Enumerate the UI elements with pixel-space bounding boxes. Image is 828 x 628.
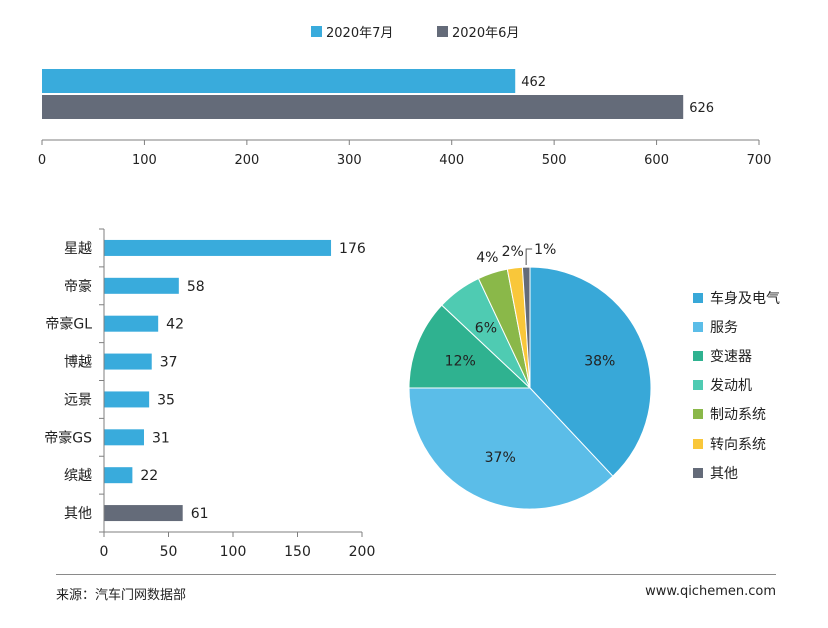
- pie-legend-label-6: 转向系统: [710, 436, 766, 453]
- top-chart-legend: 2020年7月 2020年6月: [0, 22, 828, 42]
- pie-legend-swatch-2: [693, 321, 703, 332]
- pie-legend-item-7: 其他: [693, 458, 823, 487]
- model-category-label-7: 缤越: [64, 468, 92, 484]
- pie-data-label-2: 37%: [485, 450, 516, 466]
- legend-swatch-june: [437, 26, 448, 37]
- pie-data-label-1: 38%: [584, 353, 615, 369]
- model-bar-4: [104, 353, 152, 370]
- pie-legend-item-3: 变速器: [693, 341, 823, 370]
- pie-legend-label-3: 变速器: [710, 348, 752, 365]
- pie-legend-label-5: 制动系统: [710, 407, 766, 424]
- pie-legend-label-7: 其他: [710, 465, 738, 482]
- top-x-tick-label: 500: [542, 153, 567, 168]
- pie-legend-label-4: 发动机: [710, 378, 752, 395]
- footer-url: www.qichemen.com: [645, 584, 776, 599]
- model-bar-5: [104, 391, 150, 408]
- top-x-tick-label: 400: [439, 153, 464, 168]
- model-x-tick-label: 150: [284, 544, 311, 560]
- model-bar-value-8: 61: [191, 506, 209, 522]
- model-x-tick-label: 50: [160, 544, 178, 560]
- pie-legend-label-2: 服务: [710, 319, 738, 336]
- pie-slice-1: [529, 266, 652, 477]
- legend-swatch-july: [311, 26, 322, 37]
- model-bar-7: [104, 467, 133, 484]
- top-bar-1: [42, 69, 516, 93]
- top-x-tick-label: 100: [132, 153, 157, 168]
- legend-label-july: 2020年7月: [326, 26, 394, 41]
- model-bar-8: [104, 505, 183, 522]
- pie-data-label-4: 6%: [475, 320, 497, 336]
- model-bar-2: [104, 277, 179, 294]
- model-category-label-5: 远景: [64, 392, 92, 408]
- pie-legend-item-5: 制动系统: [693, 400, 823, 429]
- pie-data-label-6: 2%: [502, 244, 524, 260]
- top-x-tick-label: 700: [747, 153, 772, 168]
- model-bar-value-4: 37: [160, 355, 178, 371]
- model-category-label-3: 帝豪GL: [45, 317, 92, 333]
- footer-source: 来源：汽车门网数据部: [56, 588, 187, 603]
- model-bar-value-1: 176: [339, 241, 366, 257]
- model-x-tick-label: 200: [349, 544, 376, 560]
- pie-legend-swatch-7: [693, 467, 703, 478]
- model-bar-value-5: 35: [157, 392, 175, 408]
- pie-legend-swatch-6: [693, 438, 703, 449]
- pie-legend-item-2: 服务: [693, 312, 823, 341]
- pie-leader-line-7: [525, 248, 533, 266]
- top-bar-2: [42, 95, 684, 119]
- pie-slice-3: [408, 304, 532, 389]
- top-x-tick-label: 200: [234, 153, 259, 168]
- pie-data-label-7: 1%: [534, 242, 556, 258]
- model-x-tick-label: 100: [220, 544, 247, 560]
- pie-slice-2: [408, 387, 614, 510]
- model-category-label-2: 帝豪: [64, 279, 92, 295]
- model-bar-6: [104, 429, 144, 446]
- legend-item-july: 2020年7月: [311, 22, 393, 41]
- top-x-tick-label: 300: [337, 153, 362, 168]
- model-category-label-6: 帝豪GS: [44, 430, 92, 446]
- model-bar-1: [104, 239, 332, 256]
- pie-legend-item-1: 车身及电气: [693, 283, 823, 312]
- pie-data-label-3: 12%: [445, 353, 476, 369]
- pie-legend-item-6: 转向系统: [693, 429, 823, 458]
- model-bar-value-7: 22: [140, 468, 158, 484]
- pie-legend-swatch-5: [693, 409, 703, 420]
- model-category-label-8: 其他: [64, 506, 92, 522]
- top-x-tick-label: 0: [38, 153, 46, 168]
- pie-legend: 车身及电气服务变速器发动机制动系统转向系统其他: [693, 283, 823, 487]
- top-x-tick-label: 600: [644, 153, 669, 168]
- pie-legend-swatch-3: [693, 350, 703, 361]
- model-bar-value-6: 31: [152, 430, 170, 446]
- pie-legend-swatch-1: [693, 292, 703, 303]
- legend-item-june: 2020年6月: [437, 22, 519, 41]
- footer-divider: [56, 574, 776, 575]
- pie-legend-item-4: 发动机: [693, 371, 823, 400]
- pie-slice-7: [521, 266, 531, 389]
- pie-legend-label-1: 车身及电气: [710, 290, 780, 307]
- top-bar-value-2: 626: [689, 101, 714, 116]
- model-bar-value-2: 58: [187, 279, 205, 295]
- pie-legend-swatch-4: [693, 380, 703, 391]
- model-x-tick-label: 0: [100, 544, 109, 560]
- model-bar-3: [104, 315, 159, 332]
- model-bar-value-3: 42: [166, 317, 184, 333]
- model-category-label-1: 星越: [64, 241, 92, 257]
- pie-data-label-5: 4%: [476, 250, 498, 266]
- model-category-label-4: 博越: [64, 354, 92, 371]
- legend-label-june: 2020年6月: [452, 26, 520, 41]
- top-bar-value-1: 462: [521, 75, 546, 90]
